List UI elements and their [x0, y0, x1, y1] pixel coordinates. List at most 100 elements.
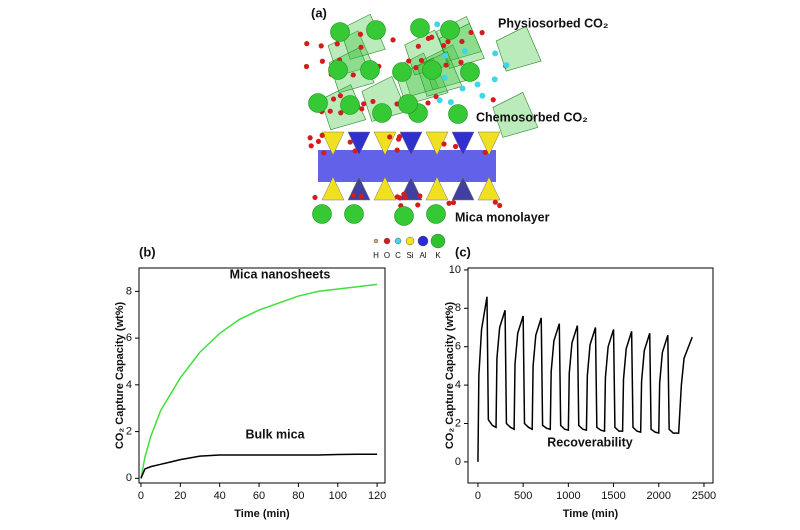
atom-o — [319, 58, 326, 64]
atom-k — [366, 20, 386, 40]
y-tick-label: 0 — [455, 456, 461, 468]
atom-o — [319, 132, 325, 138]
crystal-structure — [303, 13, 542, 226]
atom-o — [334, 41, 340, 47]
panel-label: (c) — [455, 244, 471, 259]
atom-o — [415, 43, 421, 49]
legend-swatch — [394, 237, 402, 245]
atom-c — [503, 62, 510, 69]
x-tick-label: 120 — [368, 490, 386, 502]
legend-label: O — [384, 251, 390, 260]
atom-c — [491, 76, 498, 83]
atom-o — [352, 148, 358, 154]
x-tick-label: 20 — [174, 490, 186, 502]
atom-k — [328, 60, 348, 80]
x-tick-label: 1000 — [556, 490, 580, 502]
atom-o — [413, 64, 419, 71]
atom-o — [425, 35, 431, 42]
y-tick-label: 10 — [449, 264, 461, 276]
x-tick-label: 80 — [292, 490, 304, 502]
atom-c — [492, 50, 499, 57]
atom-o — [441, 43, 447, 49]
legend-label: Si — [406, 251, 413, 260]
atom-o — [304, 41, 310, 47]
atom-k — [426, 204, 446, 224]
plot-frame — [467, 267, 714, 484]
structure-annotation: Chemosorbed CO₂ — [476, 110, 588, 124]
series-label: Mica nanosheets — [230, 267, 331, 281]
tetra-top — [451, 131, 475, 156]
tetra-bottom — [321, 176, 345, 201]
legend-label: C — [395, 251, 401, 260]
y-tick-label: 8 — [455, 302, 461, 314]
x-tick-label: 100 — [329, 490, 347, 502]
atom-k — [308, 93, 328, 113]
atom-c — [442, 52, 449, 59]
atom-o — [459, 38, 465, 45]
series-label: Bulk mica — [245, 427, 305, 441]
atom-o — [390, 37, 396, 43]
x-tick-label: 60 — [253, 490, 265, 502]
x-tick-label: 1500 — [601, 490, 625, 502]
atom-o — [307, 135, 313, 141]
legend-swatch — [373, 238, 379, 244]
tetra-bottom — [477, 176, 501, 201]
atom-k — [312, 204, 332, 224]
structure-annotation: Mica monolayer — [455, 210, 550, 224]
atom-o — [308, 143, 314, 149]
legend-swatch — [417, 235, 429, 247]
atom-o — [441, 141, 447, 147]
atom-o — [330, 96, 337, 102]
polyhedron — [492, 92, 539, 138]
atom-o — [394, 147, 400, 153]
tetra-top — [399, 131, 423, 156]
x-tick-label: 0 — [475, 490, 481, 502]
atom-o — [358, 193, 364, 200]
atom-o — [433, 93, 439, 100]
atom-o — [492, 199, 498, 205]
atom-o — [347, 139, 353, 145]
y-tick-label: 4 — [126, 379, 132, 391]
tetra-bottom — [425, 176, 449, 201]
atom-o — [387, 134, 393, 140]
panel-label: (a) — [311, 5, 327, 20]
legend-swatch — [430, 233, 446, 249]
structure-annotation: Physiosorbed CO₂ — [498, 16, 608, 30]
y-tick-label: 4 — [455, 379, 461, 391]
y-tick-label: 2 — [455, 417, 461, 429]
plot-frame — [138, 267, 386, 484]
atom-o — [450, 199, 457, 206]
atom-k — [422, 60, 442, 80]
atom-o — [445, 39, 451, 45]
atom-o — [417, 193, 423, 199]
legend-label: H — [373, 251, 379, 260]
y-tick-label: 2 — [126, 425, 132, 437]
x-tick-label: 2500 — [692, 490, 716, 502]
y-tick-label: 8 — [126, 285, 132, 297]
panel-label: (b) — [139, 244, 156, 259]
x-tick-label: 0 — [138, 490, 144, 502]
atom-o — [402, 194, 408, 201]
data-line — [140, 283, 378, 479]
atom-o — [452, 143, 459, 150]
tetra-top — [347, 131, 371, 156]
atom-o — [359, 106, 365, 112]
atom-o — [418, 57, 425, 64]
octa-layer — [318, 150, 496, 182]
polyhedron — [495, 25, 542, 72]
atom-c — [479, 92, 486, 99]
atom-k — [398, 94, 418, 114]
x-tick-label: 40 — [214, 490, 226, 502]
atom-k — [460, 62, 480, 82]
atom-o — [327, 108, 333, 114]
legend-label: K — [435, 251, 441, 260]
x-tick-label: 500 — [514, 490, 532, 502]
atom-c — [474, 81, 481, 88]
atom-o — [443, 62, 449, 68]
atom-k — [344, 204, 364, 224]
atom-o — [370, 98, 376, 105]
series-label: Recoverability — [547, 435, 633, 449]
atom-k — [360, 60, 380, 80]
atom-o — [350, 192, 356, 198]
